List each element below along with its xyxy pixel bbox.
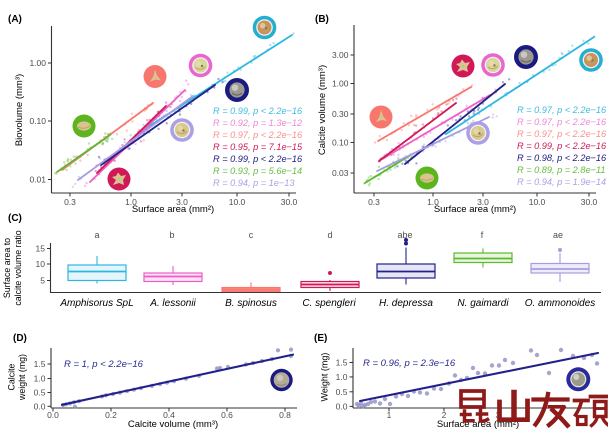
svg-text:R = 0.95, p = 7.1e−15: R = 0.95, p = 7.1e−15 xyxy=(213,142,303,152)
svg-text:N. gaimardi: N. gaimardi xyxy=(457,298,509,309)
svg-text:Weight (mg): Weight (mg) xyxy=(320,353,330,402)
svg-text:R = 0.97, p < 2.2e−16: R = 0.97, p < 2.2e−16 xyxy=(213,130,303,140)
svg-text:2: 2 xyxy=(442,410,447,420)
svg-text:0.03: 0.03 xyxy=(332,168,349,178)
svg-text:Surface area to: Surface area to xyxy=(2,238,12,298)
svg-text:10.0: 10.0 xyxy=(529,197,546,207)
svg-text:5: 5 xyxy=(40,276,45,286)
svg-text:(E): (E) xyxy=(314,333,327,344)
svg-text:(A): (A) xyxy=(8,14,22,25)
svg-text:weight (mg): weight (mg) xyxy=(17,354,27,401)
svg-text:R = 0.97, p < 2.2e−16: R = 0.97, p < 2.2e−16 xyxy=(517,129,607,139)
svg-text:Surface area (mm²): Surface area (mm²) xyxy=(434,204,516,215)
svg-text:Amphisorus SpL: Amphisorus SpL xyxy=(59,298,133,309)
svg-text:R = 0.93, p = 5.6e−14: R = 0.93, p = 5.6e−14 xyxy=(213,166,302,176)
svg-text:R = 0.99, p < 2.2e−16: R = 0.99, p < 2.2e−16 xyxy=(213,106,303,116)
svg-text:Surface area (mm²): Surface area (mm²) xyxy=(132,204,214,215)
svg-text:1.0: 1.0 xyxy=(336,372,348,382)
svg-text:Calcite: Calcite xyxy=(7,363,17,390)
svg-text:30.0: 30.0 xyxy=(281,197,298,207)
svg-text:0.5: 0.5 xyxy=(336,387,348,397)
svg-text:0.5: 0.5 xyxy=(34,388,46,398)
svg-text:1.0: 1.0 xyxy=(125,197,137,207)
svg-text:(D): (D) xyxy=(13,333,27,344)
svg-text:calcite volume ratio: calcite volume ratio xyxy=(13,230,23,305)
svg-text:Biovolume (mm³): Biovolume (mm³) xyxy=(14,74,25,146)
svg-text:R = 0.94, p = 1e−13: R = 0.94, p = 1e−13 xyxy=(213,178,295,188)
svg-text:b: b xyxy=(169,230,174,240)
svg-text:ae: ae xyxy=(553,230,563,240)
svg-text:R = 0.97, p < 2.2e−16: R = 0.97, p < 2.2e−16 xyxy=(517,117,607,127)
svg-text:1.5: 1.5 xyxy=(34,359,46,369)
svg-text:0.10: 0.10 xyxy=(332,138,349,148)
svg-text:A. lessonii: A. lessonii xyxy=(149,298,196,309)
svg-text:10: 10 xyxy=(36,259,46,269)
svg-text:0.0: 0.0 xyxy=(34,401,46,411)
svg-text:Surface area (mm²): Surface area (mm²) xyxy=(437,419,519,430)
svg-text:abe: abe xyxy=(397,230,412,240)
svg-text:0.01: 0.01 xyxy=(29,175,46,185)
svg-text:Calcite volume (mm³): Calcite volume (mm³) xyxy=(128,419,218,430)
svg-text:1.0: 1.0 xyxy=(34,374,46,384)
svg-text:C. spengleri: C. spengleri xyxy=(302,298,356,309)
svg-text:15: 15 xyxy=(36,244,46,254)
svg-text:c: c xyxy=(249,230,254,240)
svg-text:0.0: 0.0 xyxy=(47,410,59,420)
svg-text:1.0: 1.0 xyxy=(427,197,439,207)
svg-text:R = 0.96, p = 2.3e−16: R = 0.96, p = 2.3e−16 xyxy=(363,358,456,369)
svg-text:0.4: 0.4 xyxy=(163,410,175,420)
svg-text:0.0: 0.0 xyxy=(336,401,348,411)
svg-text:0.30: 0.30 xyxy=(332,109,349,119)
svg-text:1: 1 xyxy=(387,410,392,420)
svg-text:0.2: 0.2 xyxy=(105,410,117,420)
svg-text:O. ammonoides: O. ammonoides xyxy=(525,298,596,309)
svg-text:R = 1, p < 2.2e−16: R = 1, p < 2.2e−16 xyxy=(64,359,144,370)
svg-text:10.0: 10.0 xyxy=(229,197,246,207)
svg-text:R = 0.94, p = 1.9e−14: R = 0.94, p = 1.9e−14 xyxy=(517,177,606,187)
svg-text:(B): (B) xyxy=(315,14,329,25)
svg-text:a: a xyxy=(94,230,99,240)
svg-text:0.3: 0.3 xyxy=(368,197,380,207)
svg-text:H. depressa: H. depressa xyxy=(379,298,433,309)
svg-text:0.10: 0.10 xyxy=(29,116,46,126)
svg-text:R = 0.99, p < 2.2e−16: R = 0.99, p < 2.2e−16 xyxy=(213,154,303,164)
svg-text:(C): (C) xyxy=(8,213,22,224)
svg-text:1.00: 1.00 xyxy=(29,58,46,68)
svg-text:R = 0.98, p < 2.2e−16: R = 0.98, p < 2.2e−16 xyxy=(517,153,607,163)
svg-text:3.00: 3.00 xyxy=(332,50,349,60)
svg-text:R = 0.99, p < 2.2e−16: R = 0.99, p < 2.2e−16 xyxy=(517,141,607,151)
svg-text:1.5: 1.5 xyxy=(336,358,348,368)
svg-text:B. spinosus: B. spinosus xyxy=(225,298,277,309)
svg-text:0.3: 0.3 xyxy=(64,197,76,207)
svg-text:3.0: 3.0 xyxy=(477,197,489,207)
svg-text:f: f xyxy=(481,230,484,240)
svg-text:0.6: 0.6 xyxy=(221,410,233,420)
svg-text:1.00: 1.00 xyxy=(332,79,349,89)
svg-text:0.8: 0.8 xyxy=(279,410,291,420)
svg-text:R = 0.89, p = 2.8e−11: R = 0.89, p = 2.8e−11 xyxy=(517,165,605,175)
svg-text:R = 0.92, p = 1.3e−12: R = 0.92, p = 1.3e−12 xyxy=(213,118,302,128)
svg-text:30.0: 30.0 xyxy=(581,197,598,207)
svg-text:Calcite volume (mm³): Calcite volume (mm³) xyxy=(317,65,328,155)
svg-text:3.0: 3.0 xyxy=(176,197,188,207)
svg-text:d: d xyxy=(327,230,332,240)
svg-text:R = 0.97, p < 2.2e−16: R = 0.97, p < 2.2e−16 xyxy=(517,105,607,115)
